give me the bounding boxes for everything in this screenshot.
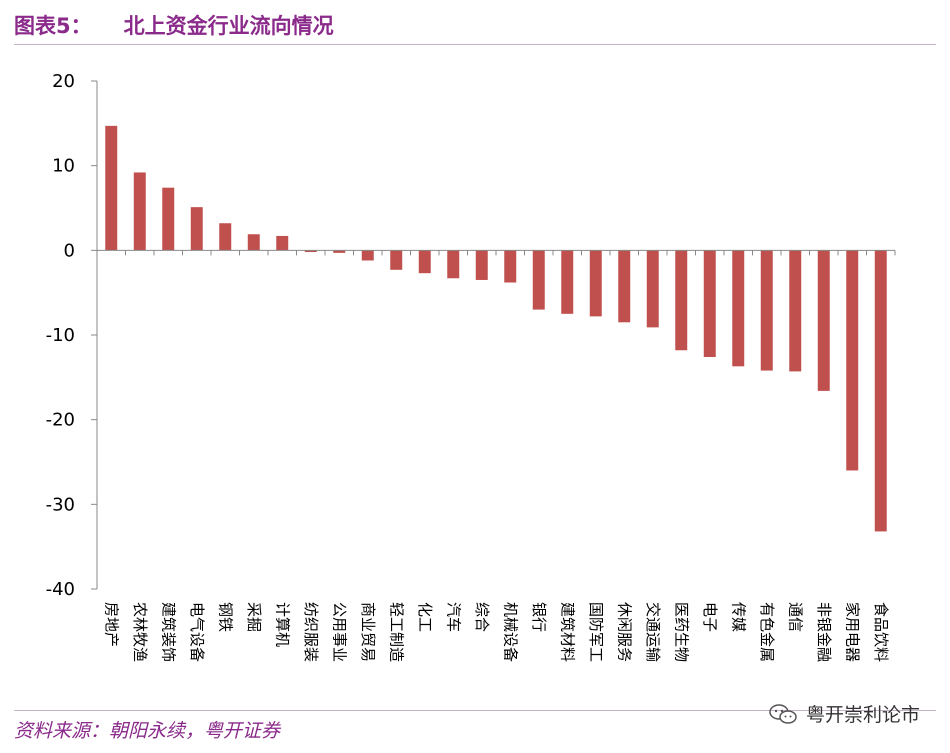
bar bbox=[846, 250, 859, 471]
y-tick-label: 20 bbox=[52, 71, 75, 92]
category-label: 房地产 bbox=[102, 602, 120, 647]
category-label: 汽车 bbox=[444, 602, 462, 632]
category-label: 化工 bbox=[416, 602, 434, 632]
y-tick-label: 0 bbox=[64, 240, 75, 261]
y-tick-label: -40 bbox=[46, 579, 75, 600]
category-label: 电气设备 bbox=[188, 602, 206, 662]
bar bbox=[133, 172, 146, 251]
bar bbox=[105, 125, 118, 251]
bar bbox=[760, 250, 773, 371]
category-label: 计算机 bbox=[273, 602, 291, 647]
category-label: 非银金融 bbox=[815, 602, 833, 662]
category-label: 电子 bbox=[701, 602, 719, 632]
bar bbox=[304, 250, 317, 253]
chart-title: 北上资金行业流向情况 bbox=[123, 14, 334, 38]
category-label: 采掘 bbox=[245, 602, 263, 632]
y-tick-label: -30 bbox=[46, 494, 75, 515]
bar bbox=[447, 250, 460, 279]
category-label: 食品饮料 bbox=[872, 602, 890, 662]
bar bbox=[276, 235, 289, 251]
bar bbox=[703, 250, 716, 358]
x-axis bbox=[96, 249, 896, 256]
category-label: 农林牧渔 bbox=[131, 602, 149, 662]
bar bbox=[874, 250, 887, 532]
bar bbox=[247, 234, 260, 251]
bar bbox=[219, 223, 232, 251]
bar bbox=[504, 250, 517, 283]
bar bbox=[162, 187, 175, 251]
category-label: 公用事业 bbox=[330, 602, 348, 662]
category-label: 建筑材料 bbox=[558, 602, 576, 662]
category-label: 轻工制造 bbox=[387, 602, 405, 662]
category-label: 银行 bbox=[530, 602, 548, 632]
bar bbox=[675, 250, 688, 351]
category-label: 有色金属 bbox=[758, 602, 776, 662]
category-label: 医药生物 bbox=[672, 602, 690, 662]
bar bbox=[618, 250, 631, 323]
figure-header: 图表5： 北上资金行业流向情况 bbox=[14, 8, 334, 42]
bar bbox=[475, 250, 488, 280]
wechat-icon bbox=[769, 703, 797, 724]
bar bbox=[361, 250, 374, 261]
category-label: 机械设备 bbox=[501, 602, 519, 662]
bar bbox=[418, 250, 431, 274]
bar bbox=[190, 207, 203, 251]
bar-chart: 20 10 0 -10 -20 -30 -40 房地产 农林牧渔 建筑装饰 电气设备 钢铁 采掘 计算机… bbox=[46, 71, 896, 662]
bars bbox=[105, 125, 887, 532]
watermark: 粤开崇利论市 bbox=[768, 700, 920, 727]
bar bbox=[561, 250, 574, 314]
bar bbox=[817, 250, 830, 391]
category-label: 钢铁 bbox=[216, 602, 234, 632]
category-label: 通信 bbox=[786, 602, 804, 632]
y-tick-label: -10 bbox=[46, 325, 75, 346]
bar bbox=[532, 250, 545, 310]
category-label: 国防军工 bbox=[587, 602, 605, 662]
category-labels: 房地产 农林牧渔 建筑装饰 电气设备 钢铁 采掘 计算机 纺织服装 公用事业 商业贸易 轻工制造 化工… bbox=[102, 602, 890, 662]
category-label: 传媒 bbox=[729, 602, 747, 632]
category-label: 建筑装饰 bbox=[159, 602, 177, 662]
y-axis: 20 10 0 -10 -20 -30 -40 bbox=[46, 71, 98, 600]
bar bbox=[589, 250, 602, 317]
y-tick-label: -20 bbox=[46, 410, 75, 431]
category-label: 家用电器 bbox=[843, 602, 861, 662]
bar bbox=[732, 250, 745, 367]
category-label: 休闲服务 bbox=[615, 602, 633, 662]
watermark-text: 粤开崇利论市 bbox=[805, 704, 920, 726]
bar bbox=[333, 250, 346, 253]
y-tick-label: 10 bbox=[52, 156, 75, 177]
category-label: 纺织服装 bbox=[302, 602, 320, 662]
title-divider bbox=[14, 44, 936, 45]
category-label: 交通运输 bbox=[644, 602, 662, 662]
footer-divider bbox=[14, 710, 936, 711]
category-label: 综合 bbox=[473, 602, 491, 632]
source-note: 资料来源：朝阳永续，粤开证券 bbox=[14, 720, 281, 742]
bar bbox=[789, 250, 802, 372]
bar bbox=[390, 250, 403, 270]
bar bbox=[646, 250, 659, 328]
category-label: 商业贸易 bbox=[359, 602, 377, 662]
figure-label: 图表5： bbox=[14, 14, 92, 38]
